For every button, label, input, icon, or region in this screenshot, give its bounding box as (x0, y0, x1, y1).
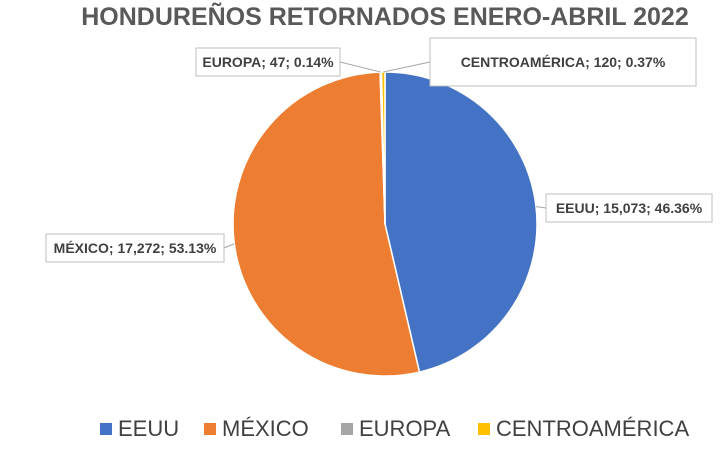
legend-swatch-eeuu (100, 423, 112, 435)
leader-line-europa (339, 61, 381, 73)
data-label-mexico: MÉXICO; 17,272; 53.13% (54, 240, 217, 256)
data-label-centroamerica: CENTROAMÉRICA; 120; 0.37% (461, 54, 666, 70)
leader-line-eeuu (535, 206, 547, 209)
legend-label-europa: EUROPA (359, 416, 451, 441)
data-label-europa: EUROPA; 47; 0.14% (202, 54, 334, 70)
legend-swatch-mexico (204, 423, 216, 435)
data-label-box-europa (195, 47, 341, 77)
data-labels: EEUU; 15,073; 46.36% MÉXICO; 17,272; 53.1… (45, 37, 713, 263)
legend-swatch-centroamerica (478, 423, 490, 435)
legend: EEUU MÉXICO EUROPA CENTROAMÉRICA (100, 416, 689, 441)
legend-label-centroamerica: CENTROAMÉRICA (496, 416, 689, 441)
legend-swatch-europa (341, 423, 353, 435)
leader-line-centroamerica (383, 61, 431, 73)
leader-line-mexico (223, 243, 235, 249)
legend-label-eeuu: EEUU (118, 416, 179, 441)
data-label-box-mexico (45, 233, 225, 263)
data-label-box-centroamerica (429, 37, 697, 87)
chart-title: HONDUREÑOS RETORNADOS ENERO-ABRIL 2022 (81, 1, 689, 31)
data-label-box-eeuu (545, 193, 713, 223)
pie-slices (232, 71, 538, 377)
data-label-eeuu: EEUU; 15,073; 46.36% (556, 200, 703, 216)
pie-slice-mexico (232, 71, 421, 377)
legend-label-mexico: MÉXICO (222, 416, 309, 441)
